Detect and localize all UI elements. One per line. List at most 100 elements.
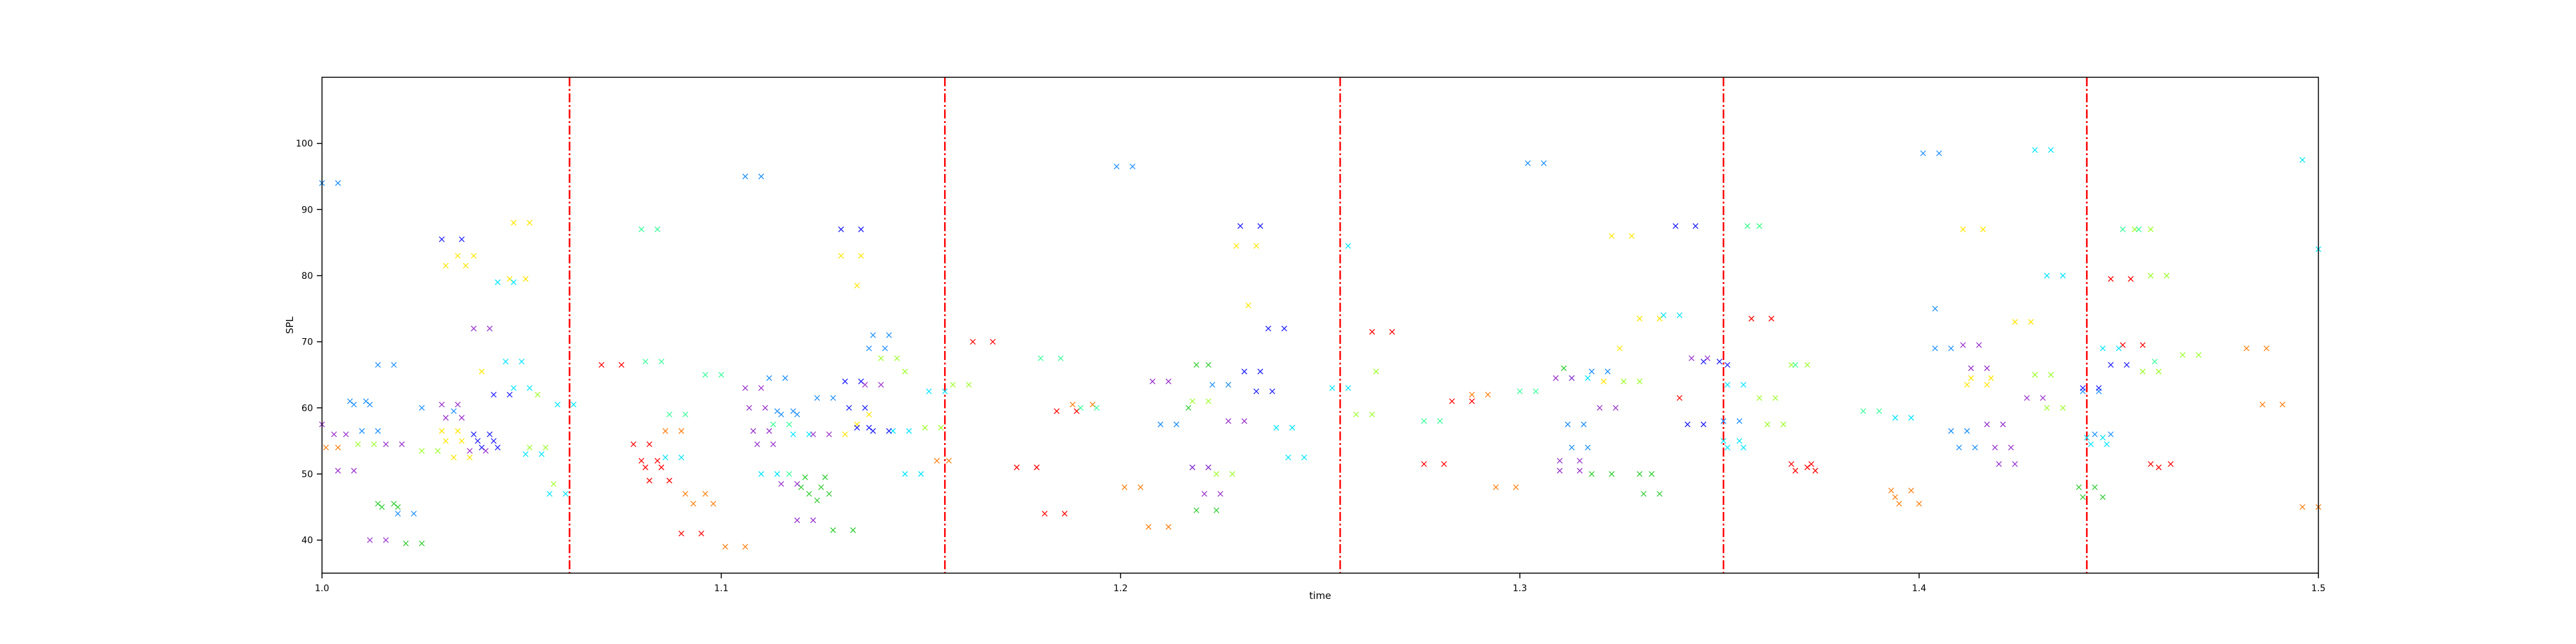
data-point-marker	[870, 332, 876, 338]
data-point-marker	[395, 504, 401, 510]
data-point-marker	[862, 404, 868, 411]
data-point-marker	[439, 401, 445, 408]
data-point-marker	[2092, 484, 2098, 490]
data-point-marker	[2092, 431, 2098, 437]
data-point-marker	[1584, 444, 1591, 451]
data-point-marker	[1205, 362, 1211, 368]
data-point-marker	[471, 252, 477, 259]
data-point-marker	[858, 252, 864, 259]
data-point-marker	[918, 471, 924, 477]
data-point-marker	[1609, 232, 1615, 239]
data-point-marker	[1748, 316, 1755, 322]
data-point-marker	[2012, 461, 2018, 468]
data-point-marker	[1189, 398, 1196, 404]
data-point-marker	[858, 378, 864, 384]
data-point-marker	[842, 378, 848, 384]
data-point-marker	[1972, 444, 1978, 451]
data-point-marker	[526, 444, 533, 451]
data-point-marker	[2043, 272, 2050, 279]
data-point-marker	[810, 517, 817, 524]
data-point-marker	[678, 428, 685, 434]
data-point-marker	[698, 530, 705, 536]
data-point-marker	[1353, 412, 1359, 418]
data-point-marker	[399, 441, 405, 448]
data-point-marker	[1960, 342, 1966, 348]
data-point-marker	[1596, 404, 1603, 411]
data-point-marker	[355, 441, 361, 448]
data-point-marker	[2083, 435, 2090, 440]
data-point-marker	[838, 226, 844, 232]
data-point-marker	[1656, 491, 1663, 497]
data-point-marker	[571, 401, 577, 408]
x-tick-label: 1.3	[1513, 583, 1527, 594]
data-point-marker	[1389, 328, 1396, 335]
x-tick-label: 1.1	[714, 583, 728, 594]
data-point-marker	[1788, 461, 1795, 468]
data-point-marker	[1976, 342, 1982, 348]
data-point-marker	[323, 444, 329, 451]
y-tick-label: 100	[296, 139, 313, 149]
data-point-marker	[1165, 524, 1171, 530]
data-point-marker	[1253, 388, 1260, 395]
data-point-marker	[1513, 484, 1519, 490]
data-point-marker	[2179, 352, 2186, 358]
data-point-marker	[2000, 421, 2006, 428]
data-point-marker	[419, 540, 425, 547]
data-point-marker	[886, 428, 892, 434]
data-point-marker	[459, 236, 465, 242]
data-point-marker	[1936, 150, 1942, 156]
data-point-marker	[1736, 438, 1743, 444]
data-point-marker	[1540, 160, 1547, 166]
data-point-marker	[2195, 352, 2202, 358]
data-point-marker	[2023, 395, 2030, 401]
data-point-marker	[1649, 471, 1655, 477]
data-point-marker	[682, 412, 688, 418]
data-point-marker	[1037, 355, 1044, 361]
data-point-marker	[774, 471, 781, 477]
data-point-marker	[858, 226, 864, 232]
data-point-marker	[638, 458, 645, 464]
data-point-marker	[618, 362, 625, 368]
data-point-marker	[746, 404, 752, 411]
data-point-marker	[2148, 461, 2154, 468]
data-point-marker	[782, 375, 788, 381]
data-point-marker	[2008, 444, 2014, 451]
data-point-marker	[475, 438, 481, 444]
data-point-marker	[366, 537, 373, 544]
data-point-marker	[462, 263, 469, 269]
data-point-marker	[742, 385, 748, 391]
data-point-marker	[1676, 312, 1683, 319]
data-point-marker	[455, 428, 461, 434]
data-point-marker	[451, 408, 457, 414]
data-point-marker	[1636, 378, 1643, 384]
data-point-marker	[1217, 491, 1224, 497]
data-point-marker	[1564, 421, 1571, 428]
data-point-marker	[1553, 375, 1559, 381]
data-point-marker	[383, 537, 389, 544]
data-point-marker	[1956, 444, 1962, 451]
data-point-marker	[343, 431, 349, 437]
data-point-marker	[1892, 415, 1899, 421]
data-point-marker	[766, 375, 772, 381]
y-axis-label: SPL	[284, 316, 296, 334]
data-point-marker	[862, 381, 868, 388]
data-point-marker	[1896, 500, 1902, 507]
data-point-marker	[2299, 504, 2306, 510]
data-point-marker	[1589, 471, 1595, 477]
data-point-marker	[642, 359, 649, 365]
data-point-marker	[346, 398, 353, 404]
data-point-marker	[814, 395, 820, 401]
data-point-marker	[1213, 507, 1220, 513]
data-point-marker	[351, 468, 357, 474]
data-point-marker	[786, 471, 792, 477]
data-point-marker	[1908, 488, 1915, 494]
data-point-marker	[658, 359, 665, 365]
data-point-marker	[1493, 484, 1499, 490]
data-point-marker	[375, 428, 381, 434]
data-point-marker	[1724, 381, 1730, 388]
data-point-marker	[455, 401, 461, 408]
data-point-marker	[794, 412, 800, 418]
data-point-marker	[2040, 395, 2046, 401]
data-point-marker	[774, 408, 781, 414]
data-point-marker	[466, 454, 473, 460]
